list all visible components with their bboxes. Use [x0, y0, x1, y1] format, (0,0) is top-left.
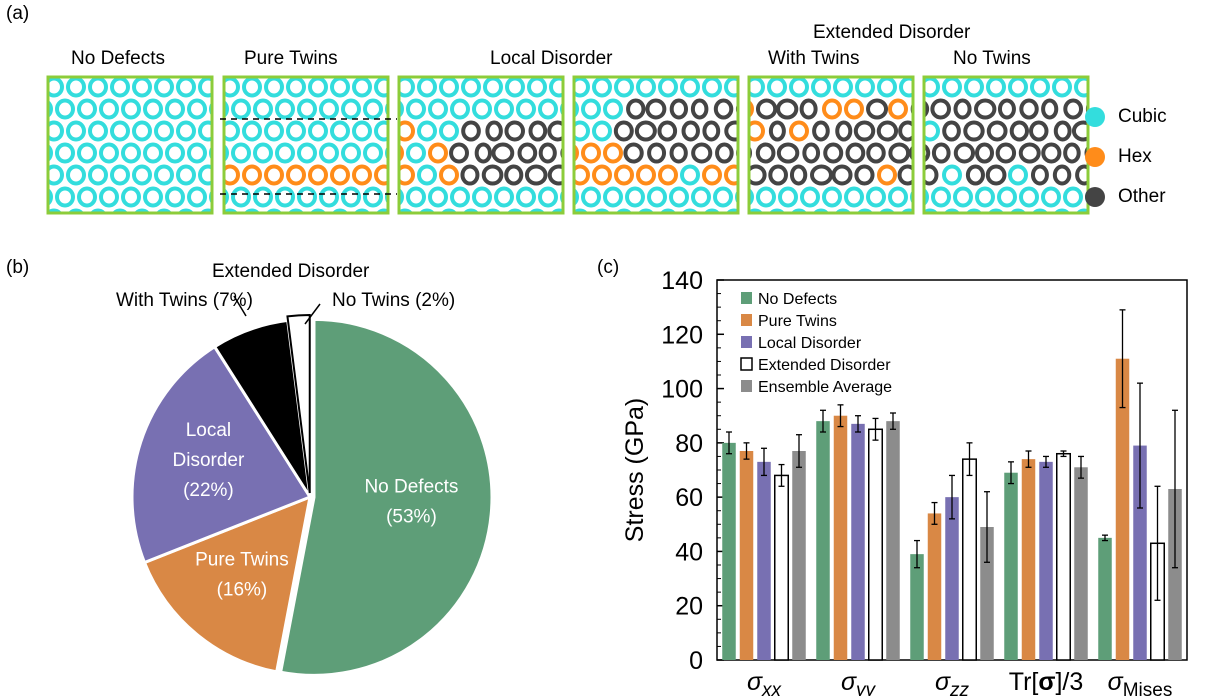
pie-slice-local-disorder [132, 346, 310, 563]
snapshot-2 [222, 75, 390, 215]
x-tick-label: σMises [1108, 668, 1173, 696]
title-with-twins: With Twins [768, 48, 860, 69]
legend-label: Pure Twins [758, 313, 837, 330]
pie-slice-pure-twins [144, 497, 310, 672]
y-tick-label: 60 [675, 484, 703, 512]
bar-extended-disorder [1056, 452, 1071, 661]
y-tick-label: 140 [661, 267, 703, 295]
pie-label-pure-twins: Pure Twins (16%) [195, 549, 289, 600]
pie-slice-edge [278, 317, 494, 677]
x-tick-label: σzz [935, 668, 970, 696]
bar-no-defects [910, 554, 924, 660]
legend-label: Ensemble Average [758, 379, 892, 396]
structure-legend [1085, 107, 1105, 207]
bar-extended-disorder [868, 428, 883, 661]
extended-disorder-header: Extended Disorder [813, 22, 971, 43]
pie-outer-header: Extended Disorder [212, 261, 370, 282]
bar-ensemble-average [886, 421, 900, 660]
title-no-twins: No Twins [953, 48, 1031, 69]
pie-label-local-disorder: Local Disorder (22%) [173, 420, 245, 501]
y-tick-label: 20 [675, 593, 703, 621]
y-tick-label: 100 [661, 376, 703, 404]
bar-ensemble-average [1074, 467, 1088, 660]
snapshot-1 [46, 75, 214, 215]
pie-label-no-defects: No Defects (53%) [364, 477, 458, 528]
pie-label-no-twins: No Twins (2%) [332, 290, 456, 311]
y-tick-label: 120 [661, 321, 703, 349]
bar-pure-twins [927, 513, 942, 660]
bar-extended-disorder [962, 458, 977, 661]
stress-bar-chart: 0 20 40 60 80 100 120 140 Stress (GPa) σxx σyy σzz T… [621, 267, 1188, 696]
y-tick-label: 40 [675, 538, 703, 566]
panel-b-letter: (b) [6, 257, 30, 278]
other-legend-dot [1085, 187, 1105, 207]
pie-label-with-twins: With Twins (7%) [116, 290, 253, 311]
legend-swatch [741, 292, 752, 304]
bar-no-defects [816, 421, 830, 660]
panel-a-letter: (a) [6, 3, 30, 24]
bar-ensemble-average [792, 451, 806, 660]
bar-local-disorder [757, 461, 771, 660]
leader-line-no-twins [304, 303, 321, 325]
snapshot-frame [747, 75, 915, 215]
snapshot-4 [572, 75, 740, 215]
legend-label-cubic: Cubic [1118, 106, 1167, 127]
legend-swatch [740, 357, 753, 371]
bar-ensemble-average [1168, 489, 1182, 660]
pie-slice-no-twins [286, 314, 311, 494]
bar-pure-twins [1115, 358, 1130, 660]
bar-ensemble-average [980, 527, 994, 660]
bar-pure-twins [833, 415, 848, 660]
snapshot-frame [46, 75, 214, 215]
legend-label: Extended Disorder [758, 357, 891, 374]
snapshot-frame [572, 75, 740, 215]
bar-no-defects [1098, 537, 1112, 660]
legend-swatch [741, 314, 752, 326]
pie-slice-no-defects [280, 319, 492, 676]
bar-extended-disorder [774, 474, 789, 661]
defect-pie-chart: No Defects (53%) Pure Twins (16%) Local Disor… [130, 295, 494, 677]
bar-pure-twins [1021, 459, 1036, 660]
bar-local-disorder [1039, 461, 1053, 660]
x-tick-label: σxx [747, 668, 783, 696]
structure-snapshots [46, 75, 1090, 215]
legend-swatch [741, 336, 752, 348]
snapshot-frame [922, 75, 1090, 215]
y-tick-label: 80 [675, 430, 703, 458]
pie-slice-edge [130, 344, 313, 565]
snapshot-5 [747, 75, 915, 215]
pie-slice-edge [142, 494, 312, 674]
bar-local-disorder [1133, 445, 1147, 660]
legend-label: Local Disorder [758, 335, 862, 352]
bar-no-defects [722, 442, 736, 660]
bar-local-disorder [851, 423, 865, 660]
legend-label-hex: Hex [1118, 146, 1152, 167]
snapshot-frame [222, 75, 390, 215]
x-tick-label: Tr[σ]/3 [1009, 668, 1084, 696]
title-pure-twins: Pure Twins [244, 48, 338, 69]
bar-pure-twins [739, 451, 754, 660]
pie-slice-with-twins [214, 320, 310, 497]
bar-local-disorder [945, 497, 959, 660]
snapshot-frame [397, 75, 565, 215]
title-local-disorder: Local Disorder [490, 48, 613, 69]
cubic-legend-dot [1085, 107, 1105, 127]
y-axis-label: Stress (GPa) [621, 398, 649, 542]
panel-c-letter: (c) [597, 257, 620, 278]
hex-legend-dot [1085, 147, 1105, 167]
legend-label: No Defects [758, 291, 837, 308]
y-tick-label: 0 [689, 647, 703, 675]
legend-label-other: Other [1118, 186, 1166, 207]
snapshot-3 [397, 75, 565, 215]
x-tick-label: σyy [841, 668, 877, 696]
leader-line-with-twins [233, 295, 247, 317]
legend-swatch [741, 380, 752, 392]
bar-no-defects [1004, 472, 1018, 660]
title-no-defects: No Defects [71, 48, 165, 69]
